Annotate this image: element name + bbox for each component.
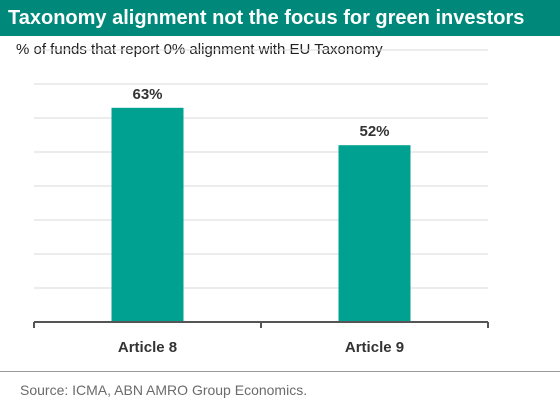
bar [338,145,411,322]
x-tick-label: Article 8 [118,339,177,356]
x-tick-label: Article 9 [345,339,404,356]
source-note: Source: ICMA, ABN AMRO Group Economics. [20,382,308,398]
chart-title: Taxonomy alignment not the focus for gre… [8,7,525,29]
bar-chart: 63% Article 8 52% Article 9 [33,49,489,356]
source-divider [0,371,560,372]
bar [111,107,184,322]
data-label: 63% [132,86,162,103]
data-label: 52% [359,123,389,140]
title-bar: Taxonomy alignment not the focus for gre… [0,0,560,36]
